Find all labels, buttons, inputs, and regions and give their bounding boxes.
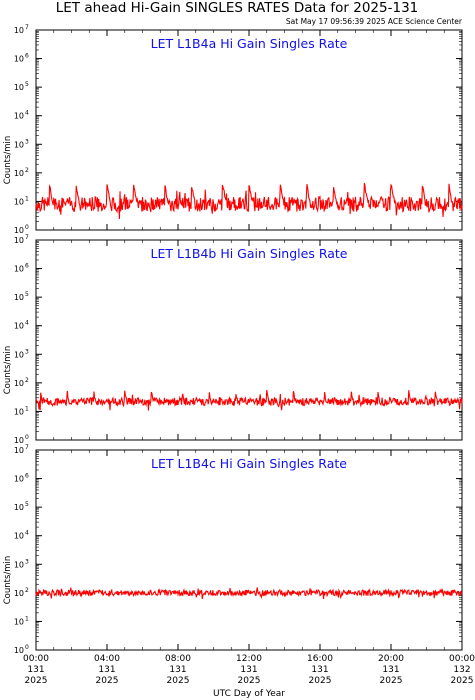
y-tick-exponent: 6 [25,53,29,60]
y-tick-label: 10 [14,236,24,245]
y-tick-label: 10 [14,197,24,206]
y-tick-label: 10 [14,589,24,598]
y-tick-exponent: 4 [25,530,29,537]
x-tick-label: 131 [98,665,115,675]
y-tick-label: 10 [14,407,24,416]
generation-timestamp: Sat May 17 09:56:39 2025 ACE Science Cen… [286,17,463,26]
y-axis-label: Counts/min [3,136,13,185]
panel-title: LET L1B4a Hi Gain Singles Rate [151,36,348,51]
x-tick-label: 2025 [25,676,48,686]
x-tick-label: 2025 [96,676,119,686]
y-tick-exponent: 0 [25,434,29,441]
y-tick-label: 10 [14,226,24,235]
y-tick-label: 10 [14,503,24,512]
rate-series-line [35,389,463,411]
y-tick-exponent: 1 [25,195,29,202]
plot-frame [35,449,463,651]
y-tick-exponent: 6 [25,473,29,480]
x-tick-label: 12:00 [236,654,262,664]
y-tick-exponent: 7 [25,24,29,31]
y-tick-label: 10 [14,350,24,359]
y-tick-exponent: 2 [25,167,29,174]
y-tick-label: 10 [14,646,24,655]
y-tick-exponent: 0 [25,224,29,231]
plot-frame [35,239,463,441]
x-tick-label: 131 [27,665,44,675]
y-axis-label: Counts/min [3,346,13,395]
panel-title: LET L1B4b Hi Gain Singles Rate [151,246,348,261]
x-tick-label: 131 [240,665,257,675]
x-tick-label: 2025 [238,676,261,686]
y-tick-exponent: 7 [25,234,29,241]
y-tick-exponent: 5 [25,291,29,298]
x-tick-label: 00:00 [23,654,49,664]
y-tick-label: 10 [14,532,24,541]
panel-title: LET L1B4c Hi Gain Singles Rate [151,456,347,471]
y-tick-label: 10 [14,379,24,388]
y-axis-label: Counts/min [3,556,13,605]
x-axis-label: UTC Day of Year [213,689,285,699]
y-tick-label: 10 [14,475,24,484]
x-tick-label: 04:00 [94,654,120,664]
y-tick-label: 10 [14,322,24,331]
y-tick-label: 10 [14,436,24,445]
y-tick-exponent: 2 [25,587,29,594]
x-tick-label: 2025 [451,676,474,686]
x-tick-label: 131 [311,665,328,675]
y-tick-label: 10 [14,112,24,121]
y-tick-exponent: 0 [25,644,29,651]
rate-series-line [35,182,463,219]
x-tick-label: 2025 [380,676,403,686]
y-tick-label: 10 [14,293,24,302]
y-tick-label: 10 [14,169,24,178]
y-tick-exponent: 3 [25,348,29,355]
y-tick-label: 10 [14,617,24,626]
y-tick-exponent: 5 [25,81,29,88]
y-tick-exponent: 6 [25,263,29,270]
y-tick-exponent: 5 [25,501,29,508]
y-tick-label: 10 [14,265,24,274]
x-tick-label: 00:00 [449,654,475,664]
chart-title: LET ahead Hi-Gain SINGLES RATES Data for… [56,0,419,16]
y-tick-exponent: 4 [25,320,29,327]
y-tick-exponent: 3 [25,558,29,565]
x-tick-label: 08:00 [165,654,191,664]
x-tick-label: 131 [169,665,186,675]
x-tick-label: 2025 [309,676,332,686]
y-tick-label: 10 [14,560,24,569]
x-tick-label: 2025 [167,676,190,686]
x-tick-label: 20:00 [378,654,404,664]
y-tick-exponent: 3 [25,138,29,145]
y-tick-label: 10 [14,26,24,35]
x-tick-label: 131 [382,665,399,675]
y-tick-exponent: 1 [25,405,29,412]
y-tick-label: 10 [14,55,24,64]
x-tick-label: 132 [453,665,470,675]
rate-series-line [35,587,463,600]
y-tick-label: 10 [14,446,24,455]
y-tick-label: 10 [14,140,24,149]
x-tick-label: 16:00 [307,654,333,664]
y-tick-exponent: 7 [25,444,29,451]
y-tick-label: 10 [14,83,24,92]
y-tick-exponent: 1 [25,615,29,622]
y-tick-exponent: 4 [25,110,29,117]
y-tick-exponent: 2 [25,377,29,384]
x-axis: 00:00131202504:00131202508:00131202512:0… [23,654,475,686]
